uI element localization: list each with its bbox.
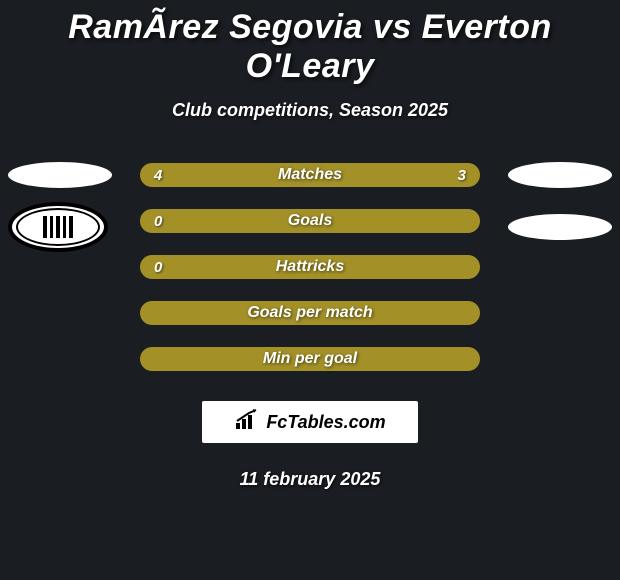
stat-row: 0 Goals xyxy=(0,209,620,233)
stat-left-value: 0 xyxy=(154,213,162,230)
stat-left-value: 0 xyxy=(154,259,162,276)
brand-text: FcTables.com xyxy=(266,412,385,433)
club-logo-icon xyxy=(8,202,108,252)
stat-bar: 0 Goals xyxy=(140,209,480,233)
ellipse-icon xyxy=(508,214,612,240)
player-badge-left xyxy=(8,162,112,188)
stats-container: 4 Matches 3 0 Goals xyxy=(0,163,620,371)
stat-row: 0 Hattricks xyxy=(0,255,620,279)
ellipse-icon xyxy=(508,162,612,188)
stat-right-value: 3 xyxy=(458,167,466,184)
stat-left-value: 4 xyxy=(154,167,162,184)
stat-bar: 0 Hattricks xyxy=(140,255,480,279)
stat-bar: Goals per match xyxy=(140,301,480,325)
stat-row: Min per goal xyxy=(0,347,620,371)
stat-label: Hattricks xyxy=(276,258,344,276)
brand-logo[interactable]: FcTables.com xyxy=(202,401,418,443)
club-badge-right xyxy=(508,214,612,240)
stat-label: Matches xyxy=(278,166,342,184)
stat-label: Goals xyxy=(288,212,332,230)
player-badge-right xyxy=(508,162,612,188)
club-badge-left xyxy=(8,202,108,252)
date-text: 11 february 2025 xyxy=(0,469,620,490)
stat-row: Goals per match xyxy=(0,301,620,325)
ellipse-icon xyxy=(8,162,112,188)
stat-label: Min per goal xyxy=(263,350,357,368)
comparison-card: RamÃ­rez Segovia vs Everton O'Leary Club… xyxy=(0,0,620,490)
chart-icon xyxy=(234,409,260,436)
subtitle: Club competitions, Season 2025 xyxy=(0,100,620,121)
page-title: RamÃ­rez Segovia vs Everton O'Leary xyxy=(0,8,620,86)
stat-bar: 4 Matches 3 xyxy=(140,163,480,187)
stat-bar: Min per goal xyxy=(140,347,480,371)
stat-row: 4 Matches 3 xyxy=(0,163,620,187)
stat-label: Goals per match xyxy=(247,304,372,322)
